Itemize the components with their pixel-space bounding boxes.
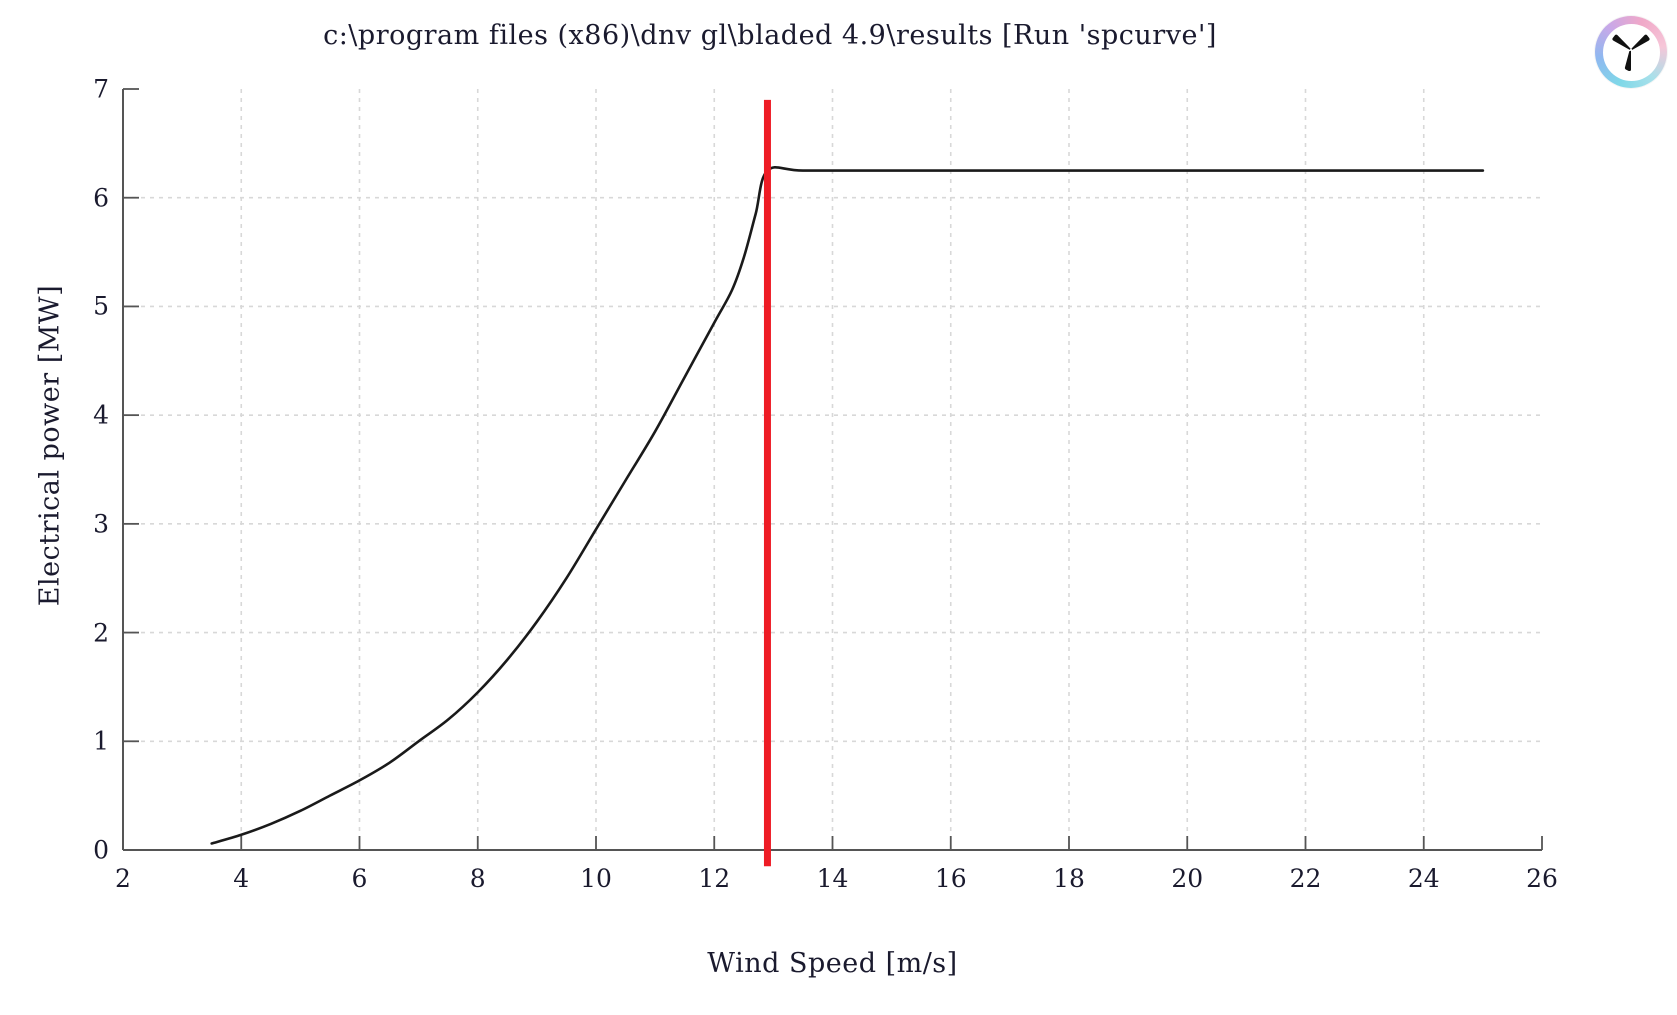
x-tick-label: 6 (351, 864, 368, 893)
x-tick-label: 8 (469, 864, 486, 893)
x-tick-label: 20 (1171, 864, 1204, 893)
page-title: c:\program files (x86)\dnv gl\bladed 4.9… (323, 20, 1217, 51)
y-tick-label: 7 (93, 74, 109, 104)
x-tick-label: 18 (1053, 864, 1085, 893)
x-tick-label: 16 (934, 864, 967, 893)
y-axis-title: Electrical power [MW] (34, 284, 66, 607)
x-tick-label: 2 (115, 864, 131, 893)
y-tick-label: 2 (93, 618, 109, 648)
x-tick-label: 22 (1289, 864, 1322, 893)
tick-marks (122, 88, 1543, 851)
y-tick-label: 1 (93, 726, 109, 756)
x-tick-label: 4 (233, 864, 250, 893)
x-tick-label: 10 (580, 864, 612, 893)
logo-inner-circle (1602, 23, 1660, 81)
y-tick-label: 0 (93, 835, 109, 865)
y-tick-label: 3 (93, 509, 109, 539)
x-axis-title: Wind Speed [m/s] (707, 948, 958, 979)
power-curve-plot (122, 88, 1543, 867)
rotor-glyph-icon (1612, 34, 1650, 72)
y-tick-label: 4 (93, 400, 109, 430)
x-tick-label: 26 (1526, 864, 1558, 893)
x-tick-label: 24 (1407, 864, 1440, 893)
y-tick-label: 5 (93, 291, 109, 321)
bladed-rotor-logo-icon (1595, 16, 1667, 88)
series-lines (210, 166, 1485, 845)
x-tick-label: 14 (816, 864, 849, 893)
y-tick-label: 6 (93, 183, 109, 213)
grid-lines (123, 89, 1542, 850)
plot-area (122, 88, 1543, 867)
x-tick-label: 12 (698, 864, 731, 893)
